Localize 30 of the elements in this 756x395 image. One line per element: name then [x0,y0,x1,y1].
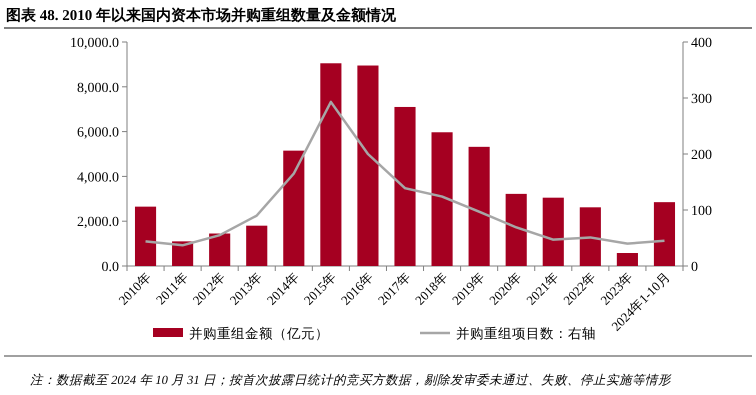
bar [283,150,304,266]
y-tick-label: 4,000.0 [77,170,119,186]
bar [246,226,268,266]
y2-tick-label: 200 [691,148,712,163]
bar [580,207,601,266]
legend-label: 并购重组金额（亿元） [189,326,329,341]
bar [616,253,638,266]
bar [357,66,378,266]
bar [542,198,564,266]
y2-tick-label: 300 [691,92,712,107]
bar [468,146,490,266]
bar [134,206,156,266]
text: 注：数据截至 2024 年 10 月 31 日；按首次披露日统计的竞买方数据，剔除发审委未通过、失败、停止实施等情形 [30,373,672,387]
bar [394,106,416,266]
bar [506,194,527,266]
bar [320,63,342,266]
y-tick-label: 8,000.0 [77,80,119,96]
y-tick-label: 2,000.0 [77,215,119,230]
y-tick-label: 10,000.0 [70,36,119,51]
line-series [144,100,666,247]
y2-tick-label: 0 [691,260,698,275]
y2-tick-label: 100 [691,204,712,219]
legend-label: 并购重组项目数：右轴 [456,326,596,341]
chart-title: 图表 48. 2010 年以来国内资本市场并购重组数量及金额情况 [6,6,397,24]
bar [654,202,676,266]
y-tick-label: 0.0 [102,260,119,275]
y-tick-label: 6,000.0 [77,126,119,141]
bar [209,234,230,266]
y2-tick-label: 400 [691,36,712,51]
bar [432,132,453,266]
